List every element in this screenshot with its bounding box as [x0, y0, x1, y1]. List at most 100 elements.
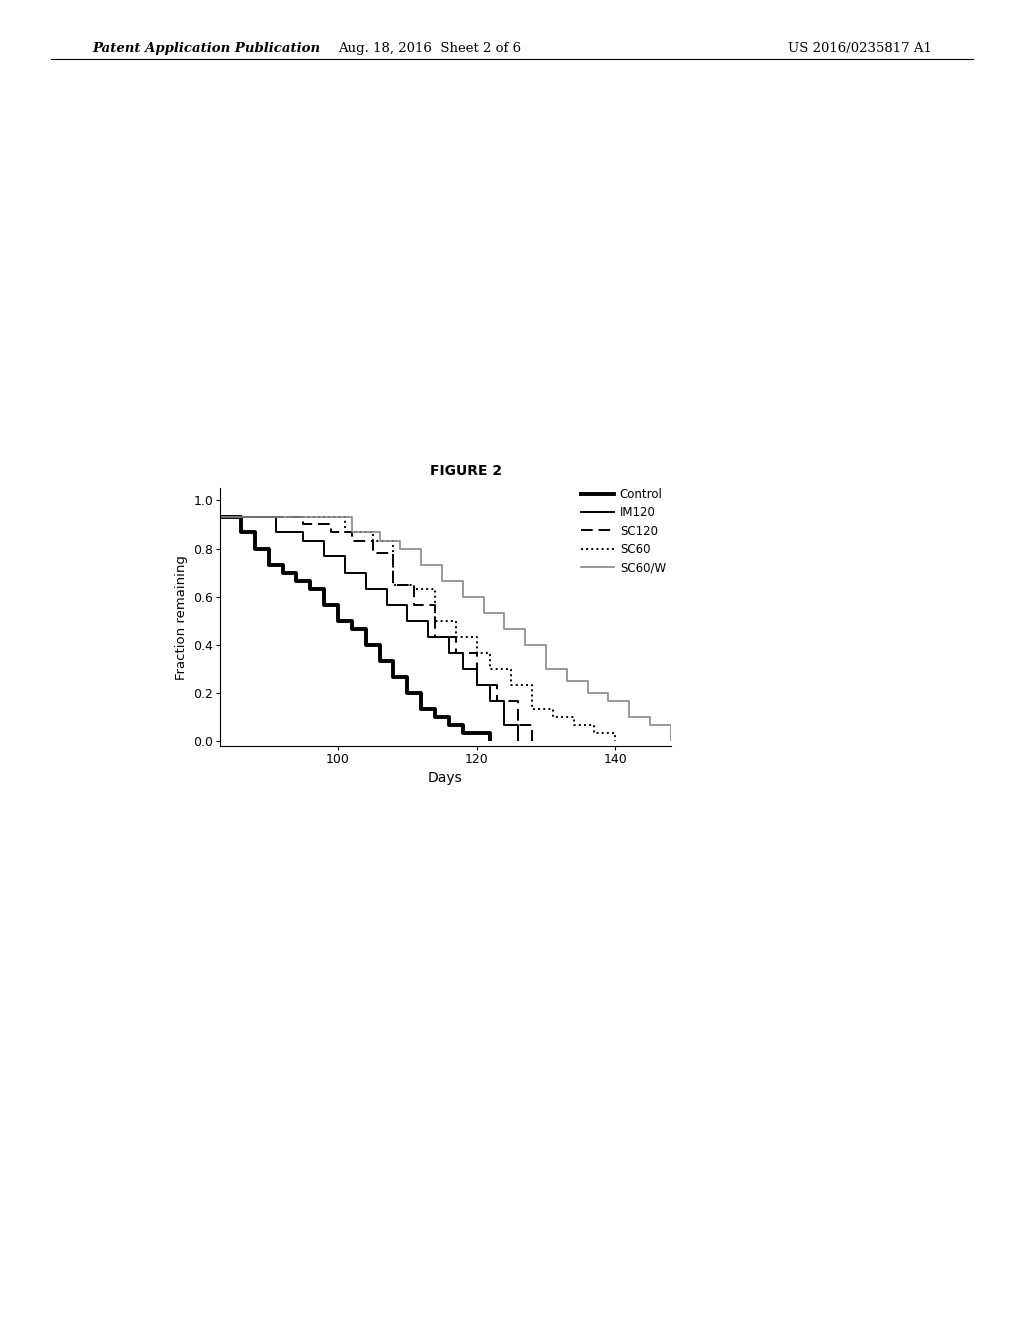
IM120: [269, 524, 282, 540]
SC120: [367, 533, 379, 549]
SC60/W: [346, 524, 358, 540]
SC120: [214, 508, 226, 524]
SC60: [429, 612, 441, 628]
IM120: [422, 612, 434, 628]
SC120: [387, 545, 399, 561]
SC60/W: [560, 661, 572, 677]
IM120: [499, 717, 511, 733]
SC120: [492, 677, 504, 693]
SC60: [567, 709, 580, 725]
SC60/W: [415, 557, 427, 573]
SC60/W: [644, 717, 656, 733]
SC60: [547, 709, 559, 725]
SC120: [346, 533, 358, 549]
Control: [214, 508, 226, 524]
IM120: [380, 597, 392, 612]
SC60/W: [519, 636, 531, 652]
SC60/W: [436, 557, 449, 573]
SC60: [589, 717, 601, 733]
Control: [374, 653, 386, 669]
SC60: [505, 661, 517, 677]
SC60: [484, 644, 497, 660]
Control: [234, 524, 247, 540]
Control: [387, 669, 399, 685]
SC60: [409, 577, 421, 593]
IM120: [339, 549, 351, 565]
SC60: [470, 628, 482, 644]
SC60/W: [602, 685, 614, 701]
Control: [429, 701, 441, 717]
Control: [374, 636, 386, 652]
SC60/W: [436, 573, 449, 589]
Control: [332, 612, 344, 628]
SC60: [470, 644, 482, 660]
SC60: [609, 725, 622, 741]
SC60: [367, 533, 379, 549]
IM120: [442, 644, 455, 660]
SC60/W: [394, 533, 407, 549]
Control: [249, 541, 261, 557]
SC120: [526, 717, 539, 733]
IM120: [380, 581, 392, 597]
SC60/W: [560, 673, 572, 689]
Control: [276, 557, 289, 573]
Control: [470, 725, 482, 741]
Line: IM120: IM120: [220, 516, 518, 741]
IM120: [470, 677, 482, 693]
Control: [387, 653, 399, 669]
Control: [429, 709, 441, 725]
IM120: [359, 565, 372, 581]
IM120: [470, 661, 482, 677]
SC120: [526, 733, 539, 748]
SC120: [409, 597, 421, 612]
SC60/W: [374, 524, 386, 540]
Text: Aug. 18, 2016  Sheet 2 of 6: Aug. 18, 2016 Sheet 2 of 6: [339, 42, 521, 55]
IM120: [457, 644, 469, 660]
SC60: [409, 581, 421, 597]
Control: [290, 573, 302, 589]
SC60/W: [499, 620, 511, 636]
IM120: [512, 717, 524, 733]
IM120: [297, 524, 309, 540]
SC60/W: [477, 605, 489, 620]
SC120: [492, 693, 504, 709]
Control: [457, 725, 469, 741]
IM120: [269, 508, 282, 524]
SC120: [346, 524, 358, 540]
Control: [290, 565, 302, 581]
Control: [318, 597, 331, 612]
Line: SC120: SC120: [220, 516, 532, 741]
SC60: [214, 508, 226, 524]
SC60/W: [374, 533, 386, 549]
IM120: [499, 693, 511, 709]
SC60: [609, 733, 622, 748]
SC60/W: [457, 573, 469, 589]
SC60/W: [519, 620, 531, 636]
Control: [401, 669, 414, 685]
IM120: [484, 693, 497, 709]
SC60: [450, 612, 462, 628]
SC60: [387, 533, 399, 549]
Control: [401, 685, 414, 701]
SC60/W: [644, 709, 656, 725]
IM120: [484, 677, 497, 693]
IM120: [339, 565, 351, 581]
SC120: [450, 628, 462, 644]
Control: [442, 717, 455, 733]
Line: Control: Control: [220, 516, 490, 741]
SC120: [470, 677, 482, 693]
Y-axis label: Fraction remaining: Fraction remaining: [175, 554, 187, 680]
SC60: [526, 701, 539, 717]
IM120: [214, 508, 226, 524]
IM120: [401, 612, 414, 628]
Control: [262, 557, 274, 573]
IM120: [422, 628, 434, 644]
SC60: [547, 701, 559, 717]
Control: [484, 725, 497, 741]
Control: [415, 701, 427, 717]
SC120: [297, 508, 309, 524]
SC60/W: [457, 589, 469, 605]
SC120: [512, 717, 524, 733]
IM120: [318, 549, 331, 565]
SC120: [409, 577, 421, 593]
